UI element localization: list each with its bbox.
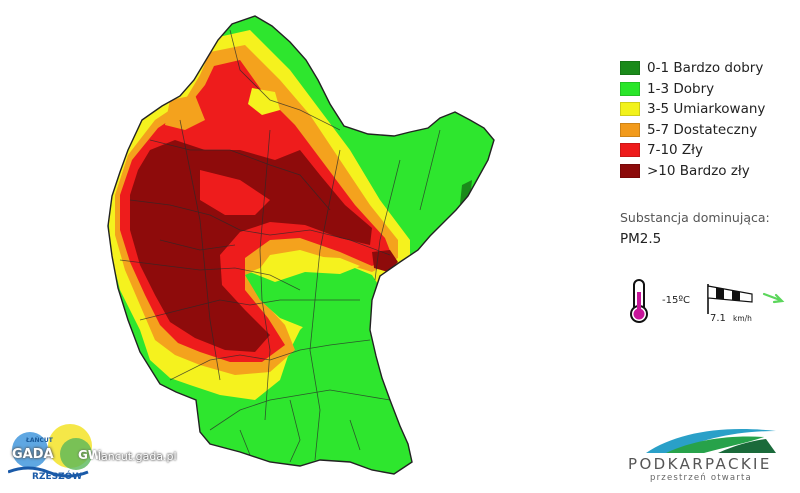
watermark-logo	[8, 424, 92, 478]
legend-item: 5-7 Dostateczny	[620, 120, 765, 141]
legend-item: 3-5 Umiarkowany	[620, 99, 765, 120]
watermark-city: RZESZÓW	[32, 472, 83, 482]
substance-value: PM2.5	[620, 231, 662, 247]
legend-swatch	[620, 163, 640, 178]
legend-item: 1-3 Dobry	[620, 79, 765, 100]
brand-tagline: przestrzeń otwarta	[650, 473, 752, 483]
watermark-main-text: GADA	[12, 447, 54, 462]
region-border	[107, 15, 495, 475]
legend-swatch	[620, 102, 640, 117]
thermometer-icon	[630, 279, 648, 323]
windsock-icon	[707, 284, 753, 314]
brand-name: PODKARPACKIE	[628, 455, 772, 473]
watermark-url: lancut.gada.pl	[98, 450, 177, 463]
legend: 0-1 Bardzo dobry 1-3 Dobry 3-5 Umiarkowa…	[620, 58, 765, 181]
watermark-tail-text: GW	[78, 448, 102, 462]
legend-item: 0-1 Bardzo dobry	[620, 58, 765, 79]
pollution-layer	[108, 16, 494, 474]
substance-title: Substancja dominująca:	[620, 210, 770, 225]
legend-swatch	[620, 122, 640, 137]
legend-swatch	[620, 143, 640, 158]
wind-speed: 7.1	[710, 313, 726, 324]
legend-label: 3-5 Umiarkowany	[647, 101, 766, 118]
temperature-value: -15ºC	[662, 295, 691, 306]
legend-label: 7-10 Zły	[647, 142, 704, 159]
legend-label: 0-1 Bardzo dobry	[647, 60, 764, 77]
legend-label: >10 Bardzo zły	[647, 162, 750, 179]
watermark-small-text: ŁAŃCUT	[26, 437, 53, 444]
legend-label: 1-3 Dobry	[647, 80, 715, 97]
legend-swatch	[620, 61, 640, 76]
legend-swatch	[620, 81, 640, 96]
wind-unit: km/h	[733, 314, 752, 323]
wind-direction-arrow-icon	[762, 292, 785, 304]
legend-item: 7-10 Zły	[620, 140, 765, 161]
legend-label: 5-7 Dostateczny	[647, 121, 758, 138]
podkarpackie-logo	[646, 429, 776, 453]
legend-item: >10 Bardzo zły	[620, 161, 765, 182]
